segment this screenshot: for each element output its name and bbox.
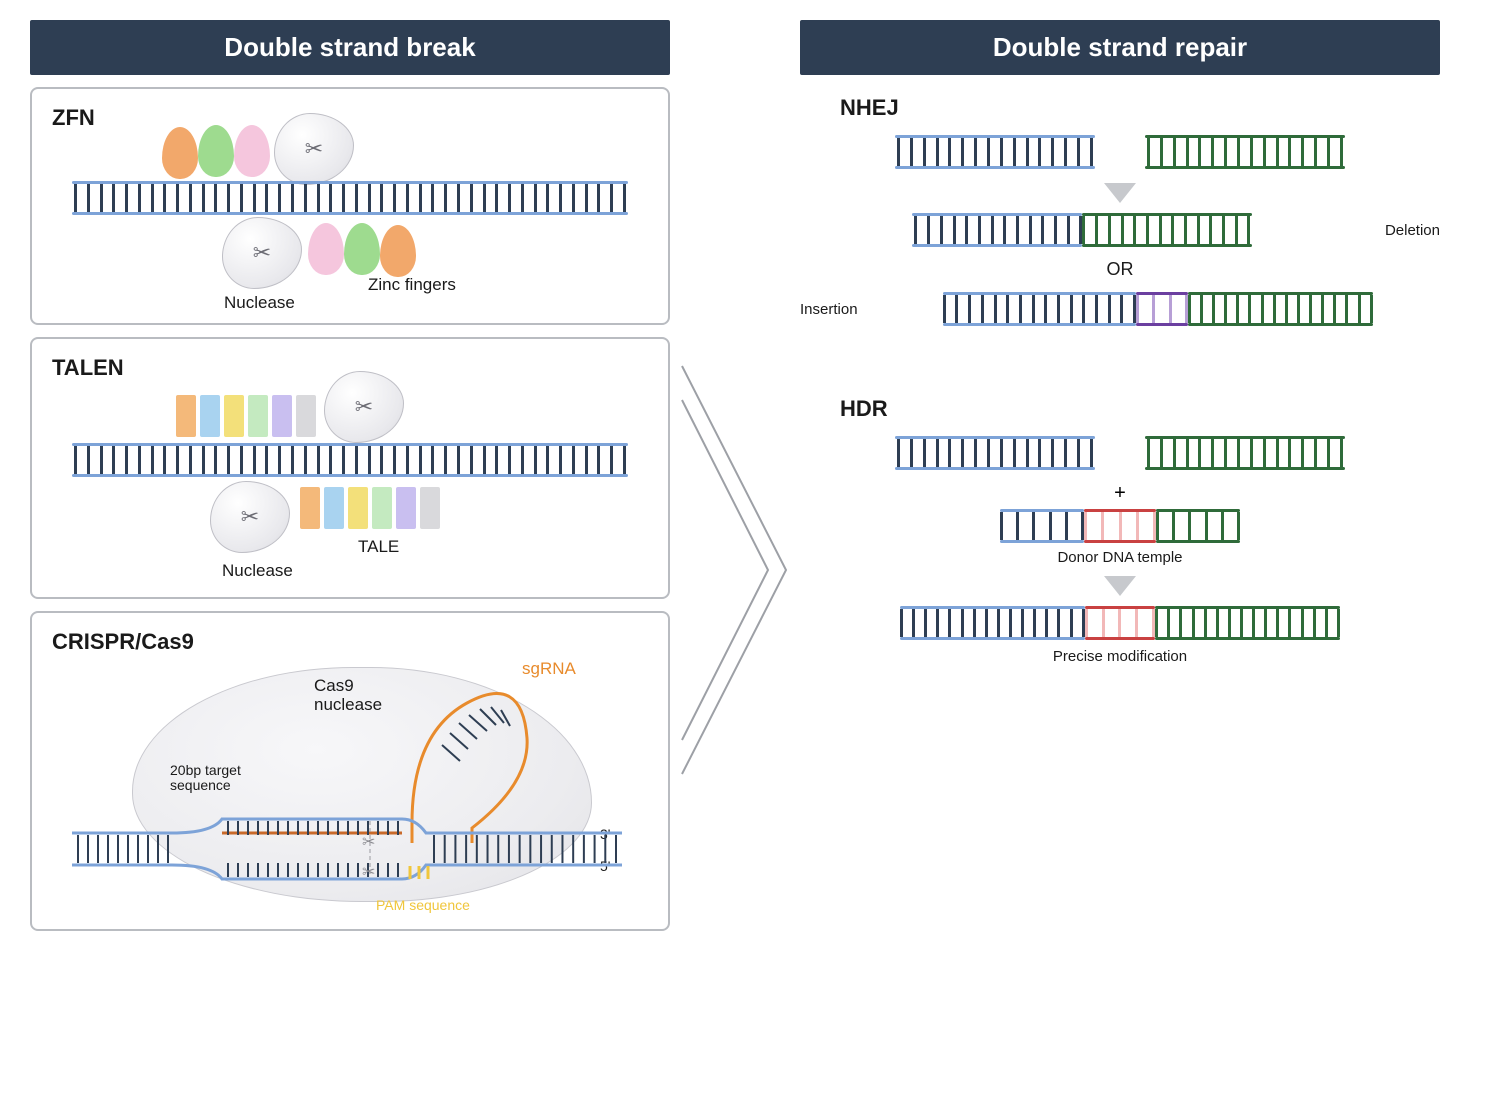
label-pam: PAM sequence bbox=[376, 897, 470, 913]
tale-box-icon bbox=[348, 487, 368, 529]
tale-box-icon bbox=[324, 487, 344, 529]
label-nuclease: Nuclease bbox=[224, 293, 295, 313]
tale-box-icon bbox=[248, 395, 268, 437]
label-donor: Donor DNA temple bbox=[800, 549, 1440, 566]
nuclease-icon: ✂ bbox=[222, 217, 302, 289]
zinc-finger-icon bbox=[380, 225, 416, 277]
tale-box-icon bbox=[272, 395, 292, 437]
label-precise: Precise modification bbox=[800, 648, 1440, 665]
right-column: Double strand repair NHEJ Deletion OR In… bbox=[800, 20, 1440, 665]
label-tale: TALE bbox=[358, 537, 399, 557]
panel-title-zfn: ZFN bbox=[52, 105, 648, 131]
label-cas9: Cas9 nuclease bbox=[314, 677, 382, 714]
nhej-broken-fragments bbox=[800, 135, 1440, 169]
header-dsb: Double strand break bbox=[30, 20, 670, 75]
svg-text:✂: ✂ bbox=[362, 864, 375, 881]
nhej-deletion-row: Deletion bbox=[800, 213, 1440, 247]
dna-strand bbox=[72, 181, 628, 215]
dna-fragment-green bbox=[1145, 135, 1345, 169]
section-title-hdr: HDR bbox=[840, 396, 1440, 422]
tale-box-icon bbox=[396, 487, 416, 529]
section-title-nhej: NHEJ bbox=[840, 95, 1440, 121]
label-or: OR bbox=[800, 259, 1440, 280]
zinc-finger-icon bbox=[198, 125, 234, 177]
donor-template-row bbox=[800, 509, 1440, 543]
scissors-icon: ✂ bbox=[241, 504, 259, 530]
dna-deletion bbox=[912, 213, 1252, 247]
label-zinc-fingers: Zinc fingers bbox=[368, 275, 456, 295]
dna-strand bbox=[72, 443, 628, 477]
panel-crispr: CRISPR/Cas9 Cas9 nuclease sgRNA 20bp tar… bbox=[30, 611, 670, 931]
flow-arrow-icon bbox=[676, 360, 796, 780]
label-nuclease: Nuclease bbox=[222, 561, 293, 581]
tale-box-icon bbox=[176, 395, 196, 437]
scissors-icon: ✂ bbox=[355, 394, 373, 420]
nuclease-icon: ✂ bbox=[210, 481, 290, 553]
dna-precise-modification bbox=[900, 606, 1340, 640]
tale-box-icon bbox=[296, 395, 316, 437]
zinc-finger-icon bbox=[234, 125, 270, 177]
zinc-finger-icon bbox=[308, 223, 344, 275]
zinc-finger-icon bbox=[344, 223, 380, 275]
zinc-finger-icon bbox=[162, 127, 198, 179]
dna-fragment-green bbox=[1145, 436, 1345, 470]
nuclease-icon: ✂ bbox=[274, 113, 354, 185]
label-plus: + bbox=[800, 482, 1440, 505]
dna-fragment-blue bbox=[895, 436, 1095, 470]
panel-zfn: ZFN ✂ ✂ Zinc fingers Nuclease bbox=[30, 87, 670, 325]
crispr-dna-icon: ✂ ✂ bbox=[72, 811, 622, 891]
svg-text:✂: ✂ bbox=[362, 834, 375, 851]
dna-fragment-blue bbox=[895, 135, 1095, 169]
tale-box-icon bbox=[224, 395, 244, 437]
tale-box-icon bbox=[420, 487, 440, 529]
scissors-icon: ✂ bbox=[253, 240, 271, 266]
nhej-insertion-row: Insertion bbox=[800, 292, 1440, 326]
down-arrow-icon bbox=[1104, 183, 1136, 203]
left-column: Double strand break ZFN ✂ ✂ Zinc fingers… bbox=[30, 20, 670, 943]
tale-box-icon bbox=[200, 395, 220, 437]
dna-donor-template bbox=[1000, 509, 1240, 543]
panel-title-crispr: CRISPR/Cas9 bbox=[52, 629, 648, 655]
tale-box-icon bbox=[372, 487, 392, 529]
dna-insertion bbox=[943, 292, 1373, 326]
nuclease-icon: ✂ bbox=[324, 371, 404, 443]
label-deletion: Deletion bbox=[1385, 222, 1440, 239]
down-arrow-icon bbox=[1104, 576, 1136, 596]
tale-box-icon bbox=[300, 487, 320, 529]
scissors-icon: ✂ bbox=[305, 136, 323, 162]
hdr-broken-fragments bbox=[800, 436, 1440, 470]
hdr-result-row bbox=[800, 606, 1440, 640]
panel-talen: TALEN ✂ ✂ TALE Nuclease bbox=[30, 337, 670, 599]
header-repair: Double strand repair bbox=[800, 20, 1440, 75]
label-insertion: Insertion bbox=[800, 301, 858, 318]
label-target: 20bp target sequence bbox=[170, 763, 241, 794]
